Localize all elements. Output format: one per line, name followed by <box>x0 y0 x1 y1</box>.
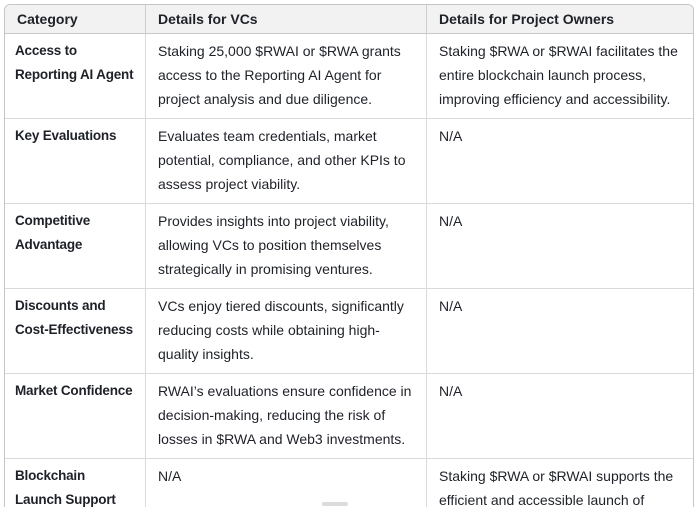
owners-cell: N/A <box>426 118 693 203</box>
table-row: Key Evaluations Evaluates team credentia… <box>5 118 693 203</box>
vcs-cell: N/A <box>145 458 426 507</box>
category-cell: Key Evaluations <box>5 118 145 203</box>
header-row: Category Details for VCs Details for Pro… <box>5 5 693 34</box>
category-cell: Competitive Advantage <box>5 203 145 288</box>
vcs-cell: Provides insights into project viability… <box>145 203 426 288</box>
owners-cell: Staking $RWA or $RWAI facilitates the en… <box>426 34 693 118</box>
vcs-cell: Staking 25,000 $RWAI or $RWA grants acce… <box>145 34 426 118</box>
owners-cell: N/A <box>426 203 693 288</box>
column-header-category: Category <box>5 5 145 34</box>
comparison-table: Category Details for VCs Details for Pro… <box>4 4 694 507</box>
table-header: Category Details for VCs Details for Pro… <box>5 5 693 34</box>
category-cell: Blockchain Launch Support <box>5 458 145 507</box>
owners-cell: N/A <box>426 373 693 458</box>
vcs-cell: VCs enjoy tiered discounts, significantl… <box>145 288 426 373</box>
horizontal-scrollbar-thumb[interactable] <box>322 502 348 506</box>
table-row: Discounts and Cost-Effectiveness VCs enj… <box>5 288 693 373</box>
column-header-details-project-owners: Details for Project Owners <box>426 5 693 34</box>
table-body: Access to Reporting AI Agent Staking 25,… <box>5 34 693 507</box>
table-row: Access to Reporting AI Agent Staking 25,… <box>5 34 693 118</box>
vcs-cell: Evaluates team credentials, market poten… <box>145 118 426 203</box>
table-row: Blockchain Launch Support N/A Staking $R… <box>5 458 693 507</box>
category-cell: Market Confidence <box>5 373 145 458</box>
table-row: Market Confidence RWAI’s evaluations ens… <box>5 373 693 458</box>
category-cell: Access to Reporting AI Agent <box>5 34 145 118</box>
owners-cell: Staking $RWA or $RWAI supports the effic… <box>426 458 693 507</box>
table-row: Competitive Advantage Provides insights … <box>5 203 693 288</box>
column-header-details-vcs: Details for VCs <box>145 5 426 34</box>
vcs-cell: RWAI’s evaluations ensure confidence in … <box>145 373 426 458</box>
category-cell: Discounts and Cost-Effectiveness <box>5 288 145 373</box>
owners-cell: N/A <box>426 288 693 373</box>
